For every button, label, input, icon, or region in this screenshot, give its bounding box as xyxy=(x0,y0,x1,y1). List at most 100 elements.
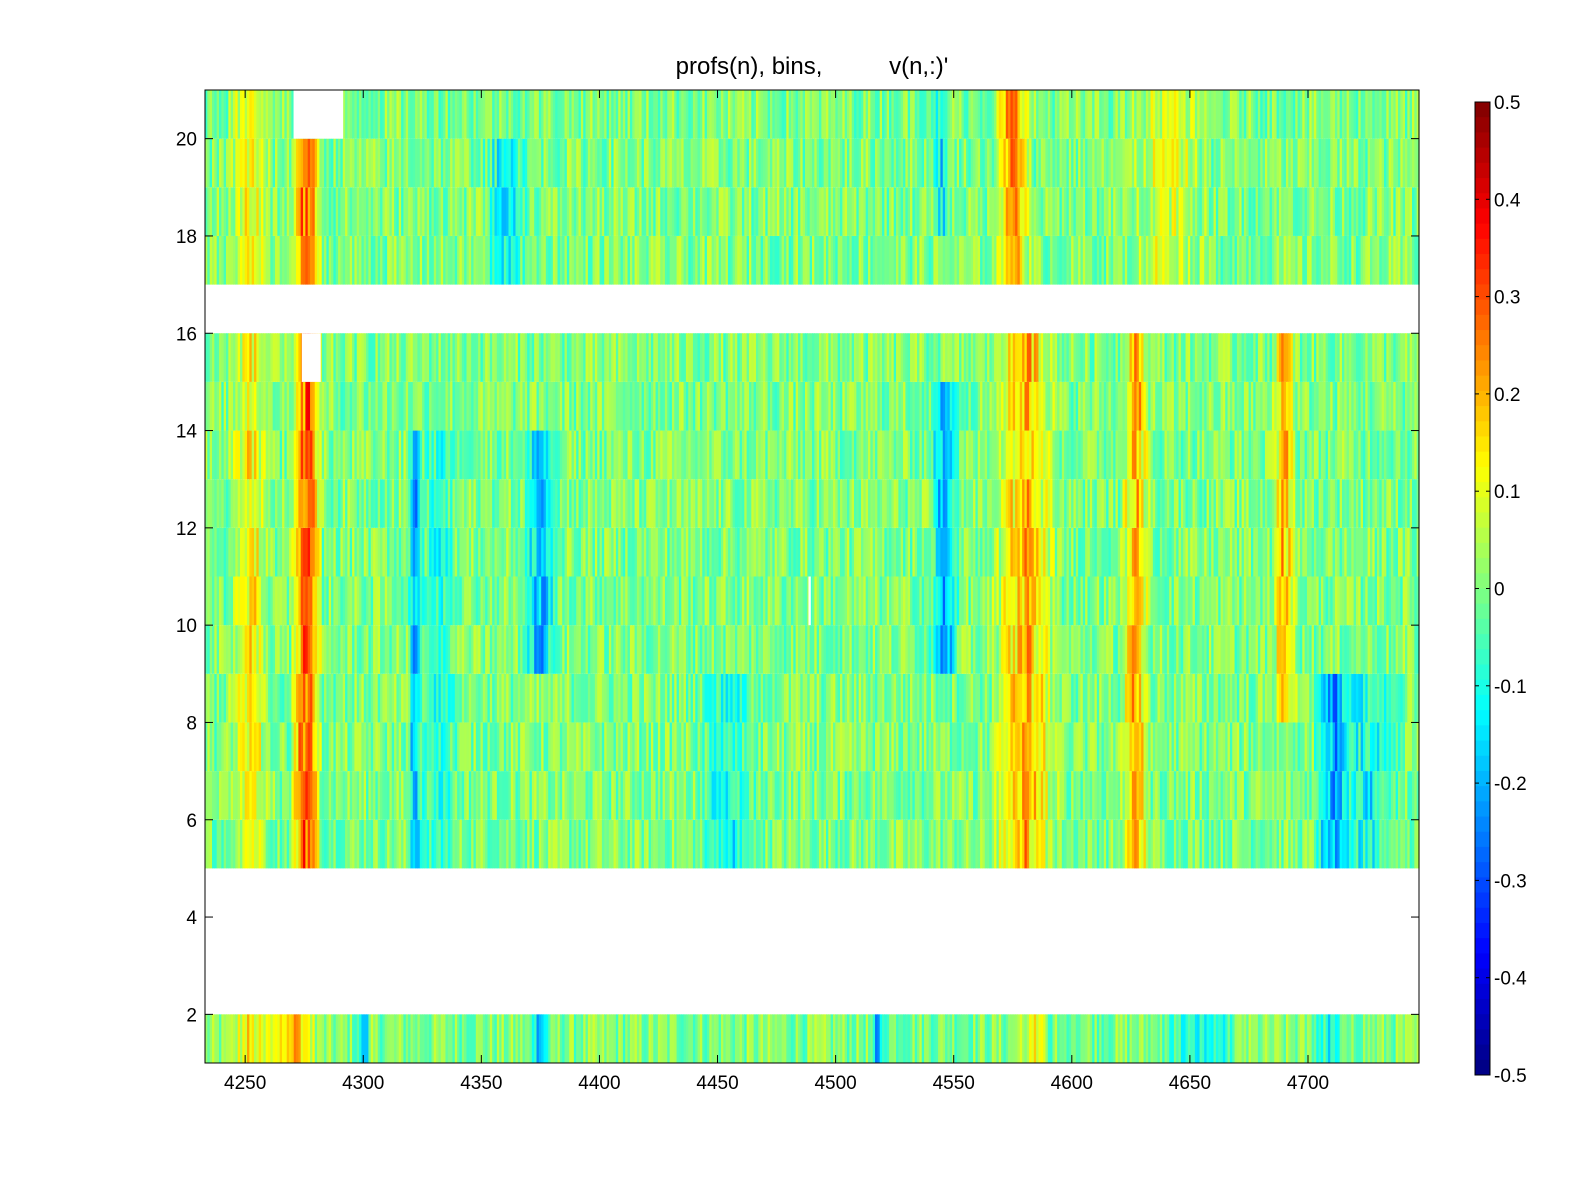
heatmap-cell xyxy=(814,722,818,772)
heatmap-cell xyxy=(268,673,271,723)
heatmap-cell xyxy=(1043,625,1047,674)
heatmap-cell xyxy=(422,673,426,723)
heatmap-cell xyxy=(1316,722,1320,772)
heatmap-cell xyxy=(1061,625,1065,674)
heatmap-cell xyxy=(643,819,647,869)
heatmap-cell xyxy=(1073,1014,1077,1063)
heatmap-cell xyxy=(405,722,409,772)
heatmap-cell xyxy=(1395,527,1399,577)
heatmap-cell xyxy=(457,430,461,480)
heatmap-cell xyxy=(1204,722,1208,772)
heatmap-cell xyxy=(629,527,633,577)
heatmap-cell xyxy=(1318,625,1322,674)
heatmap-cell xyxy=(618,722,622,772)
heatmap-cell xyxy=(326,430,330,480)
heatmap-cell xyxy=(854,527,857,577)
heatmap-cell xyxy=(272,527,276,577)
heatmap-cell xyxy=(828,673,832,723)
heatmap-cell xyxy=(566,527,570,577)
heatmap-cell xyxy=(298,722,302,772)
heatmap-cell xyxy=(662,625,666,674)
heatmap-cell xyxy=(688,625,692,674)
heatmap-cell xyxy=(1255,527,1259,577)
heatmap-cell xyxy=(319,527,323,577)
heatmap-cell xyxy=(578,479,582,528)
heatmap-cell xyxy=(1071,771,1075,820)
heatmap-cell xyxy=(286,430,290,480)
heatmap-cell xyxy=(779,819,783,869)
heatmap-cell xyxy=(536,625,540,674)
heatmap-cell xyxy=(590,527,594,577)
heatmap-cell xyxy=(1199,625,1203,674)
heatmap-cell xyxy=(482,625,486,674)
heatmap-cell xyxy=(1299,527,1303,577)
heatmap-cell xyxy=(296,819,299,869)
heatmap-cell xyxy=(454,527,458,577)
heatmap-cell xyxy=(559,722,563,772)
heatmap-cell xyxy=(447,1014,451,1063)
heatmap-cell xyxy=(790,1014,794,1063)
heatmap-cell xyxy=(305,722,309,772)
heatmap-cell xyxy=(781,722,785,772)
heatmap-cell xyxy=(1005,527,1009,577)
heatmap-cell xyxy=(718,527,722,577)
heatmap-cell xyxy=(1225,819,1229,869)
heatmap-cell xyxy=(632,430,636,480)
heatmap-cell xyxy=(653,430,657,480)
heatmap-cell xyxy=(912,722,916,772)
heatmap-cell xyxy=(548,819,552,869)
heatmap-cell xyxy=(1208,771,1212,820)
heatmap-cell xyxy=(233,722,236,772)
heatmap-cell xyxy=(328,527,332,577)
heatmap-cell xyxy=(940,819,944,869)
heatmap-cell xyxy=(713,430,717,480)
heatmap-cell xyxy=(468,625,472,674)
heatmap-cell xyxy=(688,722,692,772)
heatmap-cell xyxy=(366,722,370,772)
heatmap-cell xyxy=(1192,527,1196,577)
heatmap-cell xyxy=(212,625,215,674)
heatmap-cell xyxy=(970,819,974,869)
heatmap-cell xyxy=(653,771,657,820)
heatmap-cell xyxy=(989,1014,993,1063)
heatmap-cell xyxy=(1257,1014,1261,1063)
heatmap-cell xyxy=(1274,819,1278,869)
heatmap-cell xyxy=(681,625,685,674)
heatmap-cell xyxy=(776,819,780,869)
heatmap-cell xyxy=(496,576,500,626)
heatmap-cell xyxy=(1222,673,1226,723)
heatmap-cell xyxy=(942,576,946,626)
heatmap-cell xyxy=(849,1014,853,1063)
heatmap-cell xyxy=(464,673,468,723)
heatmap-cell xyxy=(879,771,883,820)
heatmap-cell xyxy=(945,625,948,674)
heatmap-cell xyxy=(760,479,764,528)
heatmap-cell xyxy=(214,479,218,528)
heatmap-cell xyxy=(1082,819,1086,869)
heatmap-cell xyxy=(795,625,799,674)
heatmap-cell xyxy=(1036,722,1040,772)
heatmap-cell xyxy=(685,527,689,577)
heatmap-cell xyxy=(795,1014,799,1063)
heatmap-cell xyxy=(790,771,794,820)
heatmap-cell xyxy=(949,479,953,528)
heatmap-cell xyxy=(333,771,337,820)
heatmap-cell xyxy=(226,1014,229,1063)
heatmap-cell xyxy=(279,625,283,674)
heatmap-cell xyxy=(973,722,977,772)
heatmap-cell xyxy=(298,430,302,480)
heatmap-cell xyxy=(917,722,920,772)
heatmap-cell xyxy=(1162,673,1166,723)
heatmap-cell xyxy=(1185,625,1189,674)
heatmap-cell xyxy=(466,771,470,820)
heatmap-cell xyxy=(1003,1014,1007,1063)
heatmap-cell xyxy=(1372,576,1376,626)
heatmap-cell xyxy=(989,576,993,626)
heatmap-cell xyxy=(1108,819,1112,869)
heatmap-cell xyxy=(688,430,692,480)
heatmap-cell xyxy=(849,819,853,869)
heatmap-cell xyxy=(454,819,458,869)
heatmap-cell xyxy=(812,771,815,820)
heatmap-cell xyxy=(405,673,409,723)
heatmap-cell xyxy=(284,430,288,480)
